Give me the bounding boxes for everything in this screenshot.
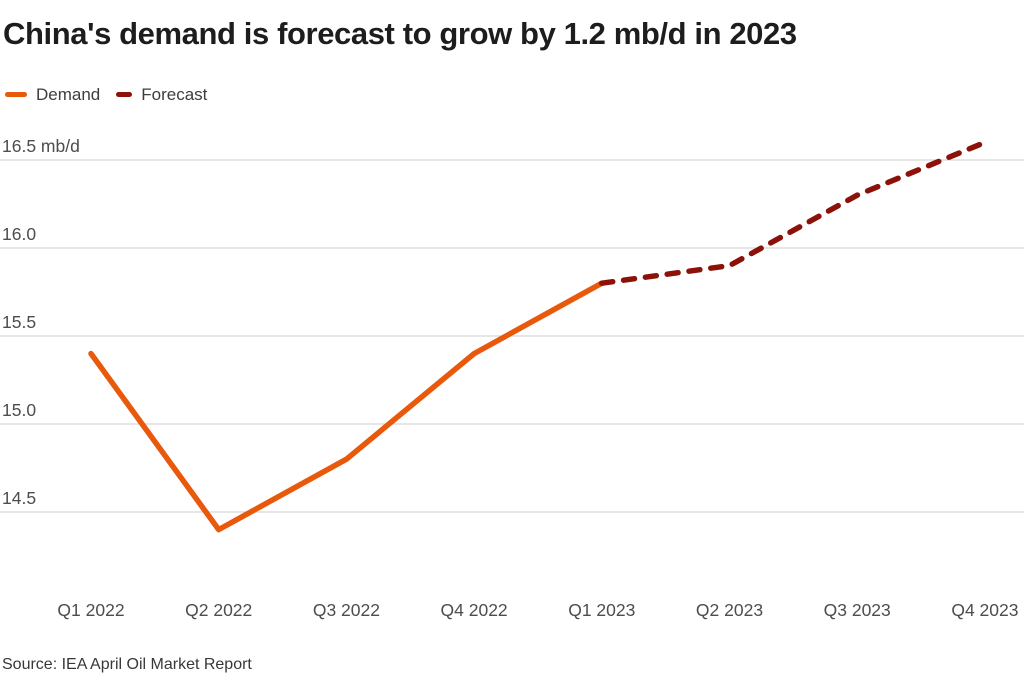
x-axis-tick-label: Q2 2022 (185, 600, 252, 620)
y-axis-tick-label: 15.5 (2, 312, 36, 332)
x-axis-tick-label: Q1 2023 (568, 600, 635, 620)
legend-item-demand: Demand (5, 86, 100, 103)
x-axis-tick-label: Q3 2023 (824, 600, 891, 620)
chart-title: China's demand is forecast to grow by 1.… (3, 16, 797, 51)
x-axis-tick-label: Q4 2023 (951, 600, 1018, 620)
y-axis-tick-label: 16.5 mb/d (2, 136, 80, 156)
y-axis-tick-label: 14.5 (2, 488, 36, 508)
forecast-line-swatch-icon (116, 92, 133, 97)
x-axis-tick-label: Q3 2022 (313, 600, 380, 620)
legend-label-demand: Demand (36, 85, 101, 104)
x-axis-tick-label: Q4 2022 (441, 600, 508, 620)
demand-line (88, 280, 605, 533)
legend-label-forecast: Forecast (141, 85, 208, 104)
legend: Demand Forecast (5, 86, 207, 103)
x-axis-tick-label: Q2 2023 (696, 600, 763, 620)
x-axis-tick-label: Q1 2022 (57, 600, 124, 620)
y-axis-tick-label: 16.0 (2, 224, 36, 244)
source-note: Source: IEA April Oil Market Report (2, 656, 252, 673)
legend-item-forecast: Forecast (116, 86, 207, 103)
forecast-line (599, 139, 988, 286)
demand-line-swatch-icon (5, 92, 27, 97)
y-axis-tick-label: 15.0 (2, 400, 36, 420)
